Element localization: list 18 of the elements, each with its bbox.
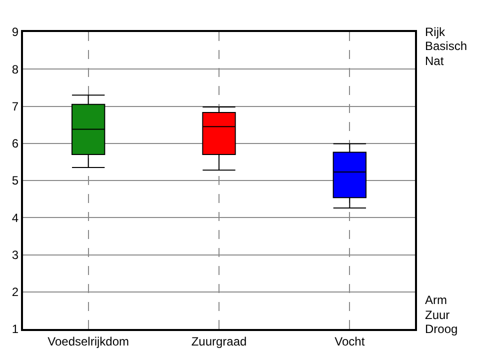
y-tick-label: 9 bbox=[12, 25, 19, 40]
y-tick-label: 4 bbox=[12, 210, 19, 225]
y-tick-label: 5 bbox=[12, 174, 19, 188]
y-tick-label: 6 bbox=[12, 136, 19, 151]
text: Basisch bbox=[425, 39, 468, 53]
text: Rijk bbox=[425, 25, 446, 39]
text: Arm bbox=[425, 293, 447, 307]
y-tick-label: 2 bbox=[12, 285, 19, 300]
text: Nat bbox=[425, 54, 444, 68]
y-tick-label: 8 bbox=[12, 62, 19, 76]
y-tick-label: 1 bbox=[12, 322, 19, 336]
text: Zuur bbox=[425, 308, 450, 322]
x-tick-label: Zuurgraad bbox=[191, 334, 247, 348]
text: Droog bbox=[425, 322, 458, 336]
y-tick-label: 3 bbox=[12, 248, 19, 262]
x-tick-label: Vocht bbox=[334, 334, 366, 348]
y-tick-label: 7 bbox=[12, 99, 19, 114]
x-tick-label: Voedselrijkdom bbox=[48, 334, 130, 348]
